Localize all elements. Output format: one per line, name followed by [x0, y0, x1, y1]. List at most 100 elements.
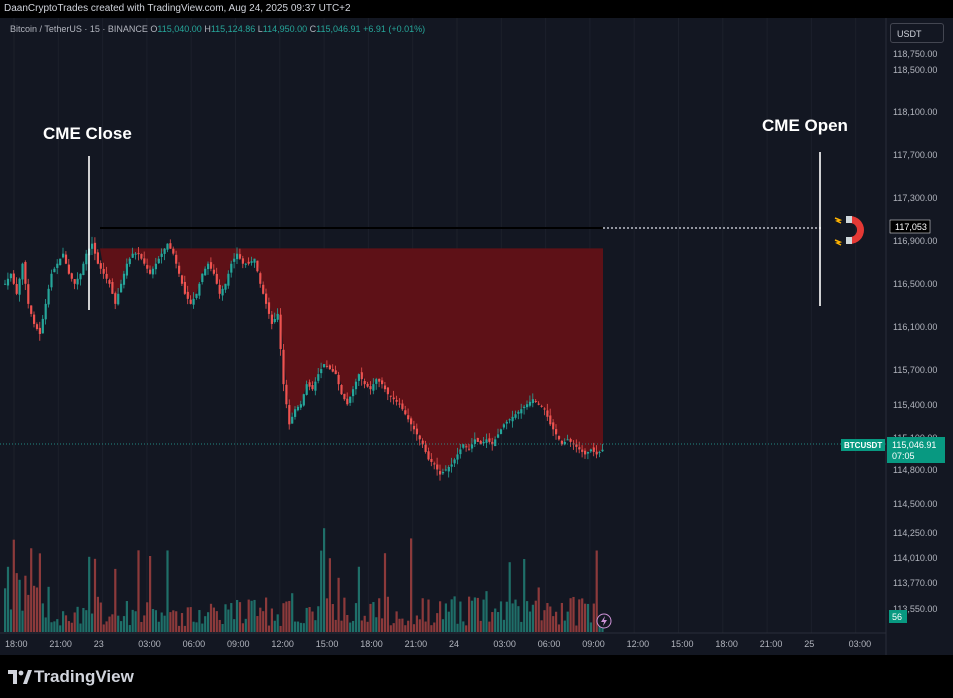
candle-body	[346, 398, 349, 405]
price-tick-label: 116,100.00	[893, 322, 937, 332]
candle-body	[566, 439, 569, 441]
candle-body	[360, 372, 363, 380]
volume-bar	[543, 610, 546, 632]
volume-bar	[44, 617, 47, 632]
volume-bar	[218, 619, 221, 632]
time-tick-label: 06:00	[183, 639, 206, 649]
time-tick-label: 21:00	[405, 639, 428, 649]
volume-bar	[276, 614, 279, 632]
candle-body	[9, 273, 12, 279]
candle-body	[383, 385, 387, 390]
candle-body	[581, 449, 584, 452]
price-axis[interactable]: 118,750.00 118,500.00 118,100.00 117,700.00…	[893, 49, 937, 614]
volume-bar	[334, 619, 337, 632]
volume-bar	[450, 599, 453, 632]
candle-body	[586, 451, 590, 454]
volume-bar	[131, 609, 134, 632]
volume-bar	[569, 598, 572, 632]
symbol-info[interactable]: Bitcoin / TetherUS · 15 · BINANCE O115,0…	[10, 24, 425, 34]
candle-body	[520, 409, 523, 414]
time-tick-label: 12:00	[627, 639, 650, 649]
volume-bar	[360, 620, 363, 632]
volume-bar	[453, 596, 456, 632]
volume-bar	[485, 591, 488, 632]
volume-bar	[273, 620, 276, 632]
candle-body	[259, 273, 262, 284]
candle-body	[317, 374, 320, 381]
candle-body	[354, 381, 358, 390]
candle-body	[578, 447, 581, 450]
time-tick-label: 06:00	[538, 639, 561, 649]
volume-bar	[383, 553, 387, 632]
time-tick-label: 09:00	[227, 639, 250, 649]
tradingview-brand: TradingView	[34, 667, 134, 686]
candle-body	[282, 349, 285, 385]
volume-bar	[233, 619, 236, 632]
candle-body	[398, 403, 401, 405]
countdown-value: 07:05	[892, 451, 915, 461]
candle-body	[204, 268, 207, 276]
candle-body	[163, 248, 166, 254]
candle-body	[517, 411, 520, 414]
candle-body	[299, 404, 302, 408]
symbol-name[interactable]: Bitcoin / TetherUS · 15 · BINANCE	[10, 24, 148, 34]
candle-body	[172, 248, 175, 254]
attribution-bar: DaanCryptoTrades created with TradingVie…	[0, 0, 953, 18]
candle-body	[340, 384, 343, 395]
volume-bar	[537, 587, 540, 632]
volume-bar	[82, 607, 85, 632]
candle-body	[589, 449, 592, 452]
volume-bar	[441, 619, 445, 632]
cme-close-label: CME Close	[43, 124, 132, 143]
volume-bar	[592, 603, 595, 632]
time-axis[interactable]: 18:00 21:00 23 03:00 06:00 09:00 12:00 15:00 18:…	[5, 639, 871, 649]
candlesticks	[4, 236, 604, 481]
price-tick-label: 116,500.00	[893, 279, 937, 289]
candle-body	[366, 383, 369, 387]
volume-bar	[76, 606, 79, 632]
lightning-icon[interactable]	[596, 613, 612, 629]
candle-body	[114, 293, 117, 304]
candle-body	[140, 254, 143, 259]
volume-bar	[560, 602, 563, 632]
volume-bar	[549, 606, 552, 632]
volume-bar	[267, 625, 271, 632]
open-value: 115,040.00	[157, 24, 202, 34]
candle-body	[262, 284, 265, 294]
candle-body	[192, 298, 195, 305]
open-label: O	[150, 24, 158, 34]
candle-body	[305, 384, 308, 395]
candle-body	[195, 293, 198, 299]
volume-bar	[50, 622, 53, 632]
volume-bar	[343, 597, 346, 632]
volume-bar	[285, 601, 288, 632]
chart-canvas[interactable]: CME Close CME Open 118,750.00118,500.001…	[0, 18, 953, 655]
volume-bar	[407, 620, 410, 632]
candle-body	[343, 393, 346, 400]
volume-bar	[308, 607, 311, 632]
volume-bar	[198, 610, 201, 632]
volume-bar	[517, 606, 520, 632]
time-tick-label: 03:00	[138, 639, 161, 649]
chart-area[interactable]: CME Close CME Open 118,750.00 118,500.00 1…	[0, 18, 953, 655]
candle-body	[70, 273, 73, 279]
volume-bar	[67, 621, 70, 632]
candle-body	[560, 440, 563, 445]
candle-body	[325, 365, 329, 367]
volume-bar	[47, 586, 50, 632]
candle-body	[314, 381, 317, 391]
candle-body	[125, 263, 128, 276]
volume-bar	[595, 550, 598, 632]
candle-body	[601, 449, 604, 452]
candle-body	[247, 261, 250, 264]
currency-selector[interactable]: USDT	[890, 23, 944, 43]
volume-bar	[227, 609, 230, 632]
volume-bar	[192, 621, 195, 632]
candle-body	[120, 283, 123, 293]
price-tick-label: 114,250.00	[893, 528, 937, 538]
candle-body	[180, 275, 184, 284]
volume-bar	[482, 599, 485, 632]
candle-body	[93, 242, 97, 254]
volume-bar	[352, 620, 355, 632]
volume-bar	[41, 603, 44, 632]
